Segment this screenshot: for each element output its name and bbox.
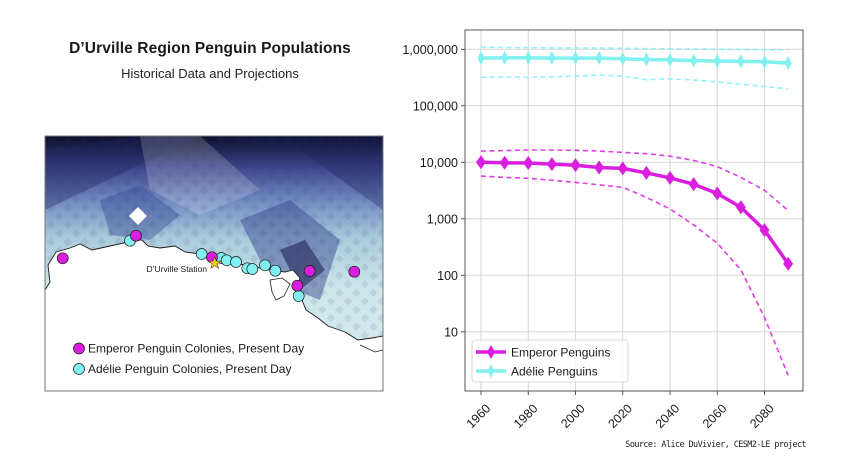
adelie-data-point [784,56,792,71]
adelie-data-point [619,51,627,66]
adelie-legend-label: Adélie Penguins [511,365,598,379]
confidence-bounds [480,46,789,376]
adelie-data-point [595,51,603,66]
legend-box [471,339,629,383]
emperor-data-point [570,158,581,173]
adelie-data-point [548,51,556,66]
plot-frame [464,29,804,392]
x-axis-ticks: 1960 1980 2000 2020 2040 2060 2080 [464,391,777,431]
adelie-data-point [737,54,745,69]
adelie-colony-marker [230,256,242,268]
series-lines [476,50,794,271]
adelie-lower-bound-line [480,74,789,90]
emperor-data-point [688,177,699,192]
emperor-lower-bound-line [480,175,789,376]
adelie-series-line [480,55,789,65]
emperor-colony-marker [291,279,304,292]
emperor-colony-marker [303,265,316,277]
emperor-data-point [476,155,486,170]
emperor-data-point [759,223,770,238]
emperor-colony-marker [348,265,361,278]
emperor-upper-bound-line [480,149,789,212]
emperor-legend-marker [73,342,85,355]
figure-subtitle: Historical Data and Projections [121,66,299,81]
emperor-data-point [499,155,510,170]
chart-grid [465,30,803,391]
adelie-colony-marker [269,264,282,277]
emperor-colony-marker [130,229,142,242]
adelie-data-point [501,50,509,65]
adelie-data-point [524,50,532,65]
emperor-legend-diamond-icon [487,345,495,359]
x-tick-label: 2080 [747,401,777,431]
station-label: D’Urville Station [147,264,208,274]
adelie-data-point [477,51,485,66]
x-tick-label: 2060 [700,401,730,431]
y-tick-label: 1,000 [427,212,458,226]
emperor-data-point [617,161,628,176]
station-star-icon [207,255,222,270]
x-tick-label: 1960 [464,401,494,431]
adelie-upper-bound-line [480,46,789,51]
emperor-colony-marker [56,252,69,265]
map-frame [44,135,384,392]
map-legend: Emperor Penguin Colonies, Present Day Ad… [73,342,304,376]
x-tick-label: 2040 [653,401,683,431]
figure-title: D’Urville Region Penguin Populations [69,40,351,57]
adelie-data-point [572,51,579,66]
adelie-data-point [642,52,650,67]
y-axis-ticks: 10 100 1,000 10,000 100,000 1,000,000 [402,43,465,339]
y-tick-label: 10,000 [420,156,458,170]
chart-legend: Emperor Penguins Adélie Penguins [471,339,629,383]
adelie-data-point [666,52,674,67]
adelie-legend-diamond-icon [488,364,494,378]
y-tick-label: 1,000,000 [402,43,458,57]
sea-ice-field [45,136,383,391]
x-tick-label: 2000 [558,401,588,431]
x-tick-label: 2020 [605,401,635,431]
emperor-data-point [783,256,794,271]
adelie-data-point [690,53,698,68]
y-tick-label: 10 [444,325,458,339]
emperor-legend-label: Emperor Penguins [511,346,610,360]
emperor-data-point [523,156,534,171]
emperor-data-point [665,170,675,185]
adelie-data-point [761,54,768,69]
adelie-legend-label: Adélie Penguin Colonies, Present Day [88,362,291,376]
emperor-legend-label: Emperor Penguin Colonies, Present Day [88,342,304,356]
emperor-data-point [735,200,746,215]
y-tick-label: 100 [437,269,458,283]
adelie-legend-marker [73,363,85,375]
emperor-data-point [641,165,652,180]
y-tick-label: 100,000 [413,99,458,113]
emperor-data-point [712,186,723,201]
adelie-colony-marker [246,263,259,275]
emperor-colonies [56,229,361,292]
emperor-data-point [546,157,557,172]
x-tick-label: 1980 [511,401,541,431]
emperor-data-point [594,160,605,175]
adelie-colony-marker [259,259,271,272]
adelie-data-point [713,54,721,69]
adelie-colonies [124,234,305,302]
source-credit: Source: Alice DuVivier, CESM2-LE project [625,440,806,450]
